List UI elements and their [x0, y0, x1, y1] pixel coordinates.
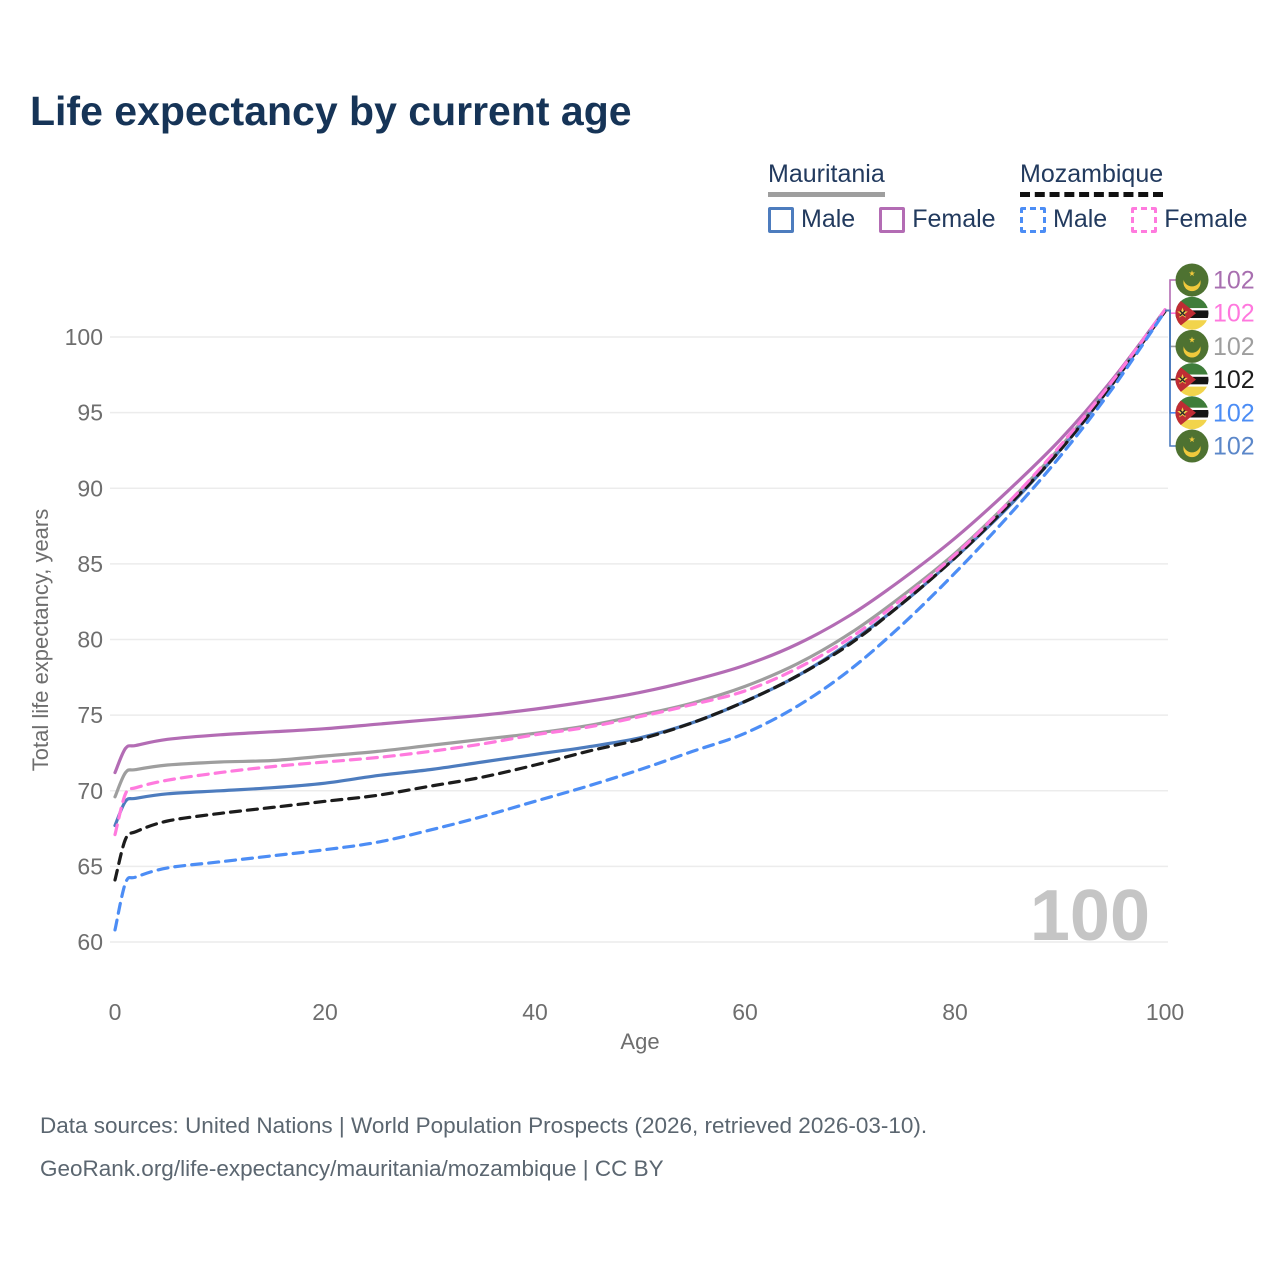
end-value-label: 102	[1213, 300, 1255, 328]
series-line-mozambique-female[interactable]	[113, 308, 1167, 837]
footer-attribution: GeoRank.org/life-expectancy/mauritania/m…	[40, 1156, 664, 1181]
mauritania-flag-icon	[1175, 329, 1209, 363]
end-value-label: 102	[1213, 267, 1255, 295]
y-tick-label: 90	[77, 475, 103, 501]
series-line-mauritania-male[interactable]	[113, 309, 1167, 828]
mozambique-male-swatch-icon	[1020, 206, 1046, 233]
x-tick-label: 80	[942, 999, 968, 1025]
y-tick-label: 75	[77, 702, 103, 728]
x-tick-label: 100	[1146, 999, 1184, 1025]
age-hover-indicator: 100	[1030, 876, 1150, 956]
legend-label-mauritania-female: Female	[912, 205, 996, 233]
mozambique-flag-icon	[1175, 363, 1209, 397]
y-tick-label: 100	[65, 324, 103, 350]
x-axis-title: Age	[620, 1029, 659, 1054]
legend-row-mozambique: Male Female	[1020, 205, 1248, 234]
series-line-mozambique-male[interactable]	[113, 309, 1167, 932]
legend-group-mozambique: Mozambique Male Female	[1020, 160, 1248, 234]
end-label-connector	[1165, 309, 1176, 447]
legend-item-mauritania-male[interactable]: Male	[768, 205, 855, 234]
y-tick-label: 70	[77, 778, 103, 804]
legend-label-mozambique-male: Male	[1053, 205, 1108, 233]
mozambique-flag-icon	[1175, 396, 1209, 430]
y-tick-label: 60	[77, 929, 103, 955]
legend-country-mauritania[interactable]: Mauritania	[768, 160, 885, 197]
x-tick-label: 0	[109, 999, 122, 1025]
y-tick-label: 85	[77, 551, 103, 577]
series-line-mauritania-all[interactable]	[113, 309, 1167, 799]
series-line-mozambique-all[interactable]	[113, 309, 1167, 882]
legend-item-mozambique-female[interactable]: Female	[1131, 205, 1248, 234]
x-tick-label: 60	[732, 999, 758, 1025]
x-tick-label: 20	[312, 999, 338, 1025]
y-axis-title: Total life expectancy, years	[28, 509, 53, 772]
mauritania-female-swatch-icon	[879, 206, 906, 233]
legend-item-mozambique-male[interactable]: Male	[1020, 205, 1107, 234]
page-title: Life expectancy by current age	[30, 88, 632, 134]
y-tick-label: 80	[77, 627, 103, 653]
end-label-connector	[1165, 279, 1176, 312]
mauritania-flag-icon	[1175, 429, 1209, 463]
end-value-label: 102	[1213, 399, 1255, 427]
end-value-label: 102	[1213, 333, 1255, 361]
legend-label-mozambique-female: Female	[1164, 205, 1248, 233]
mozambique-female-swatch-icon	[1131, 206, 1158, 233]
legend-group-mauritania: Mauritania Male Female	[768, 160, 996, 234]
footer: Data sources: United Nations | World Pop…	[40, 1104, 927, 1190]
end-value-label: 102	[1213, 366, 1255, 394]
legend-item-mauritania-female[interactable]: Female	[879, 205, 996, 234]
y-tick-label: 95	[77, 400, 103, 426]
series-line-mauritania-female[interactable]	[113, 308, 1167, 775]
y-tick-label: 65	[77, 853, 103, 879]
footer-data-sources: Data sources: United Nations | World Pop…	[40, 1113, 928, 1138]
x-tick-label: 40	[522, 999, 548, 1025]
mauritania-male-swatch-icon	[768, 206, 794, 233]
legend-country-mozambique[interactable]: Mozambique	[1020, 160, 1164, 197]
end-value-label: 102	[1213, 433, 1255, 461]
mauritania-flag-icon	[1175, 263, 1209, 297]
legend-label-mauritania-male: Male	[801, 205, 856, 233]
mozambique-flag-icon	[1175, 296, 1209, 330]
legend-row-mauritania: Male Female	[768, 205, 996, 234]
